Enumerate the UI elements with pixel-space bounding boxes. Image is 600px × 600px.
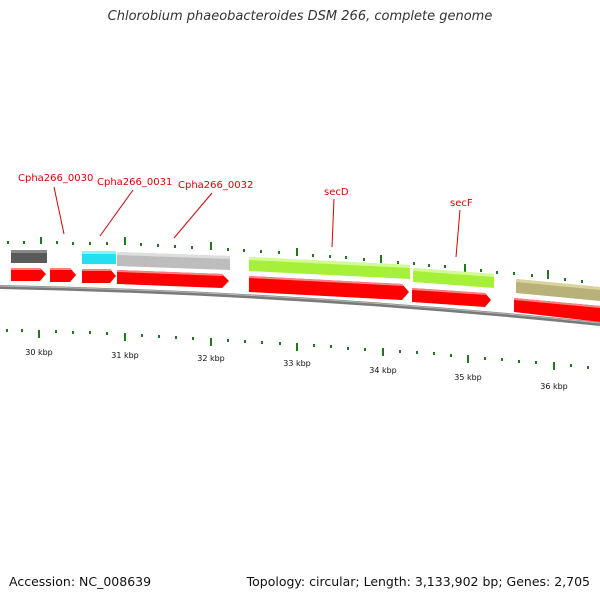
kbp-label-31: 31 kbp: [111, 351, 139, 360]
gene-label-secd[interactable]: secD: [324, 187, 349, 198]
kbp-label-36: 36 kbp: [540, 382, 568, 391]
kbp-label-30: 30 kbp: [25, 348, 53, 357]
gene-label-callouts: [53, 186, 461, 258]
gene-label-cpha266-0030[interactable]: Cpha266_0030: [18, 173, 93, 184]
kbp-label-33: 33 kbp: [283, 359, 311, 368]
gene-label-cpha266-0032[interactable]: Cpha266_0032: [178, 180, 253, 191]
cds-arrow[interactable]: [11, 268, 46, 281]
feature-bar-cpha266-0030[interactable]: [11, 250, 47, 263]
feature-bar-next-gene[interactable]: [516, 279, 600, 301]
gene-label-secf[interactable]: secF: [450, 198, 473, 209]
feature-bar-secd[interactable]: [249, 257, 410, 279]
cds-arrow[interactable]: [249, 276, 409, 300]
inner-tick-row: [6, 329, 589, 370]
map-title: Chlorobium phaeobacteroides DSM 266, com…: [107, 9, 493, 24]
cds-arrows: [11, 268, 600, 322]
outer-tick-row: [7, 237, 583, 283]
gene-label-cpha266-0031[interactable]: Cpha266_0031: [97, 177, 172, 188]
kbp-label-35: 35 kbp: [454, 373, 482, 382]
cds-arrow[interactable]: [82, 269, 116, 283]
genome-backbone-highlight: [0, 285, 600, 324]
accession-text: Accession: NC_008639: [9, 574, 152, 589]
feature-bar-cpha266-0031[interactable]: [82, 251, 116, 264]
cds-arrow[interactable]: [50, 268, 76, 282]
genome-backbone: [0, 285, 600, 326]
kbp-label-32: 32 kbp: [197, 354, 225, 363]
genome-summary-text: Topology: circular; Length: 3,133,902 bp…: [246, 574, 590, 589]
kbp-label-34: 34 kbp: [369, 366, 397, 375]
gene-feature-bars: [11, 250, 600, 301]
